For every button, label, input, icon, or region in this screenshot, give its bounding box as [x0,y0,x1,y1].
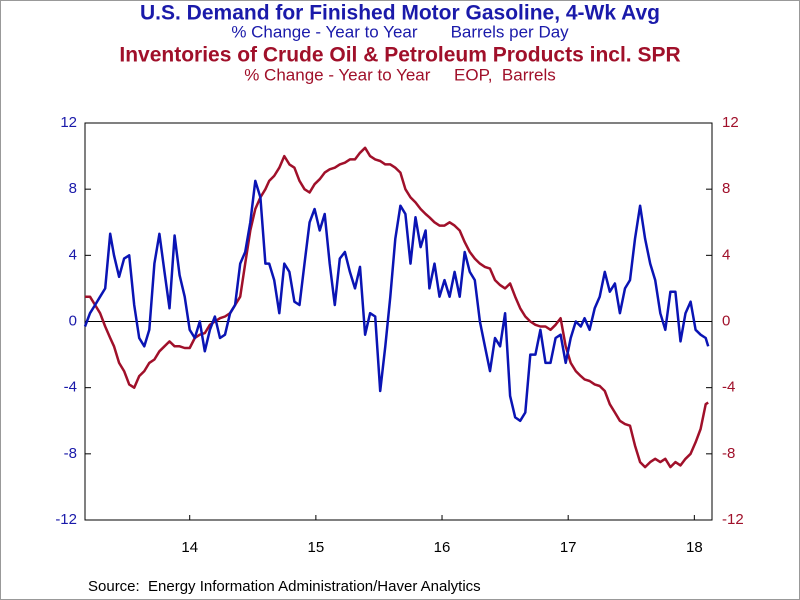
y-tick-label: 0 [69,312,77,329]
chart-title: % Change - Year to Year Barrels per Day [231,22,569,41]
y2-tick-label: -4 [722,379,735,396]
chart-title: % Change - Year to Year EOP, Barrels [244,65,556,84]
y-tick-label: 4 [69,246,77,263]
y2-tick-label: -12 [722,511,744,528]
x-tick-label: 17 [560,539,577,556]
y2-tick-label: 8 [722,180,730,197]
series-line [83,179,710,423]
y-tick-label: -4 [64,379,77,396]
y2-tick-label: 4 [722,246,730,263]
x-tick-label: 16 [434,539,451,556]
x-tick-label: 15 [308,539,325,556]
y2-tick-label: 12 [722,114,739,131]
x-tick-label: 14 [181,539,198,556]
y-tick-label: -8 [64,445,77,462]
series-line [85,146,709,469]
y-tick-label: -12 [55,511,77,528]
x-tick-label: 18 [686,539,703,556]
y2-tick-label: 0 [722,312,730,329]
y2-tick-label: -8 [722,445,735,462]
chart-title: Inventories of Crude Oil & Petroleum Pro… [119,44,680,67]
y-tick-label: 8 [69,180,77,197]
y-tick-label: 12 [60,114,77,131]
chart-title: U.S. Demand for Finished Motor Gasoline,… [140,2,660,25]
source: Source: Energy Information Administratio… [88,578,481,595]
